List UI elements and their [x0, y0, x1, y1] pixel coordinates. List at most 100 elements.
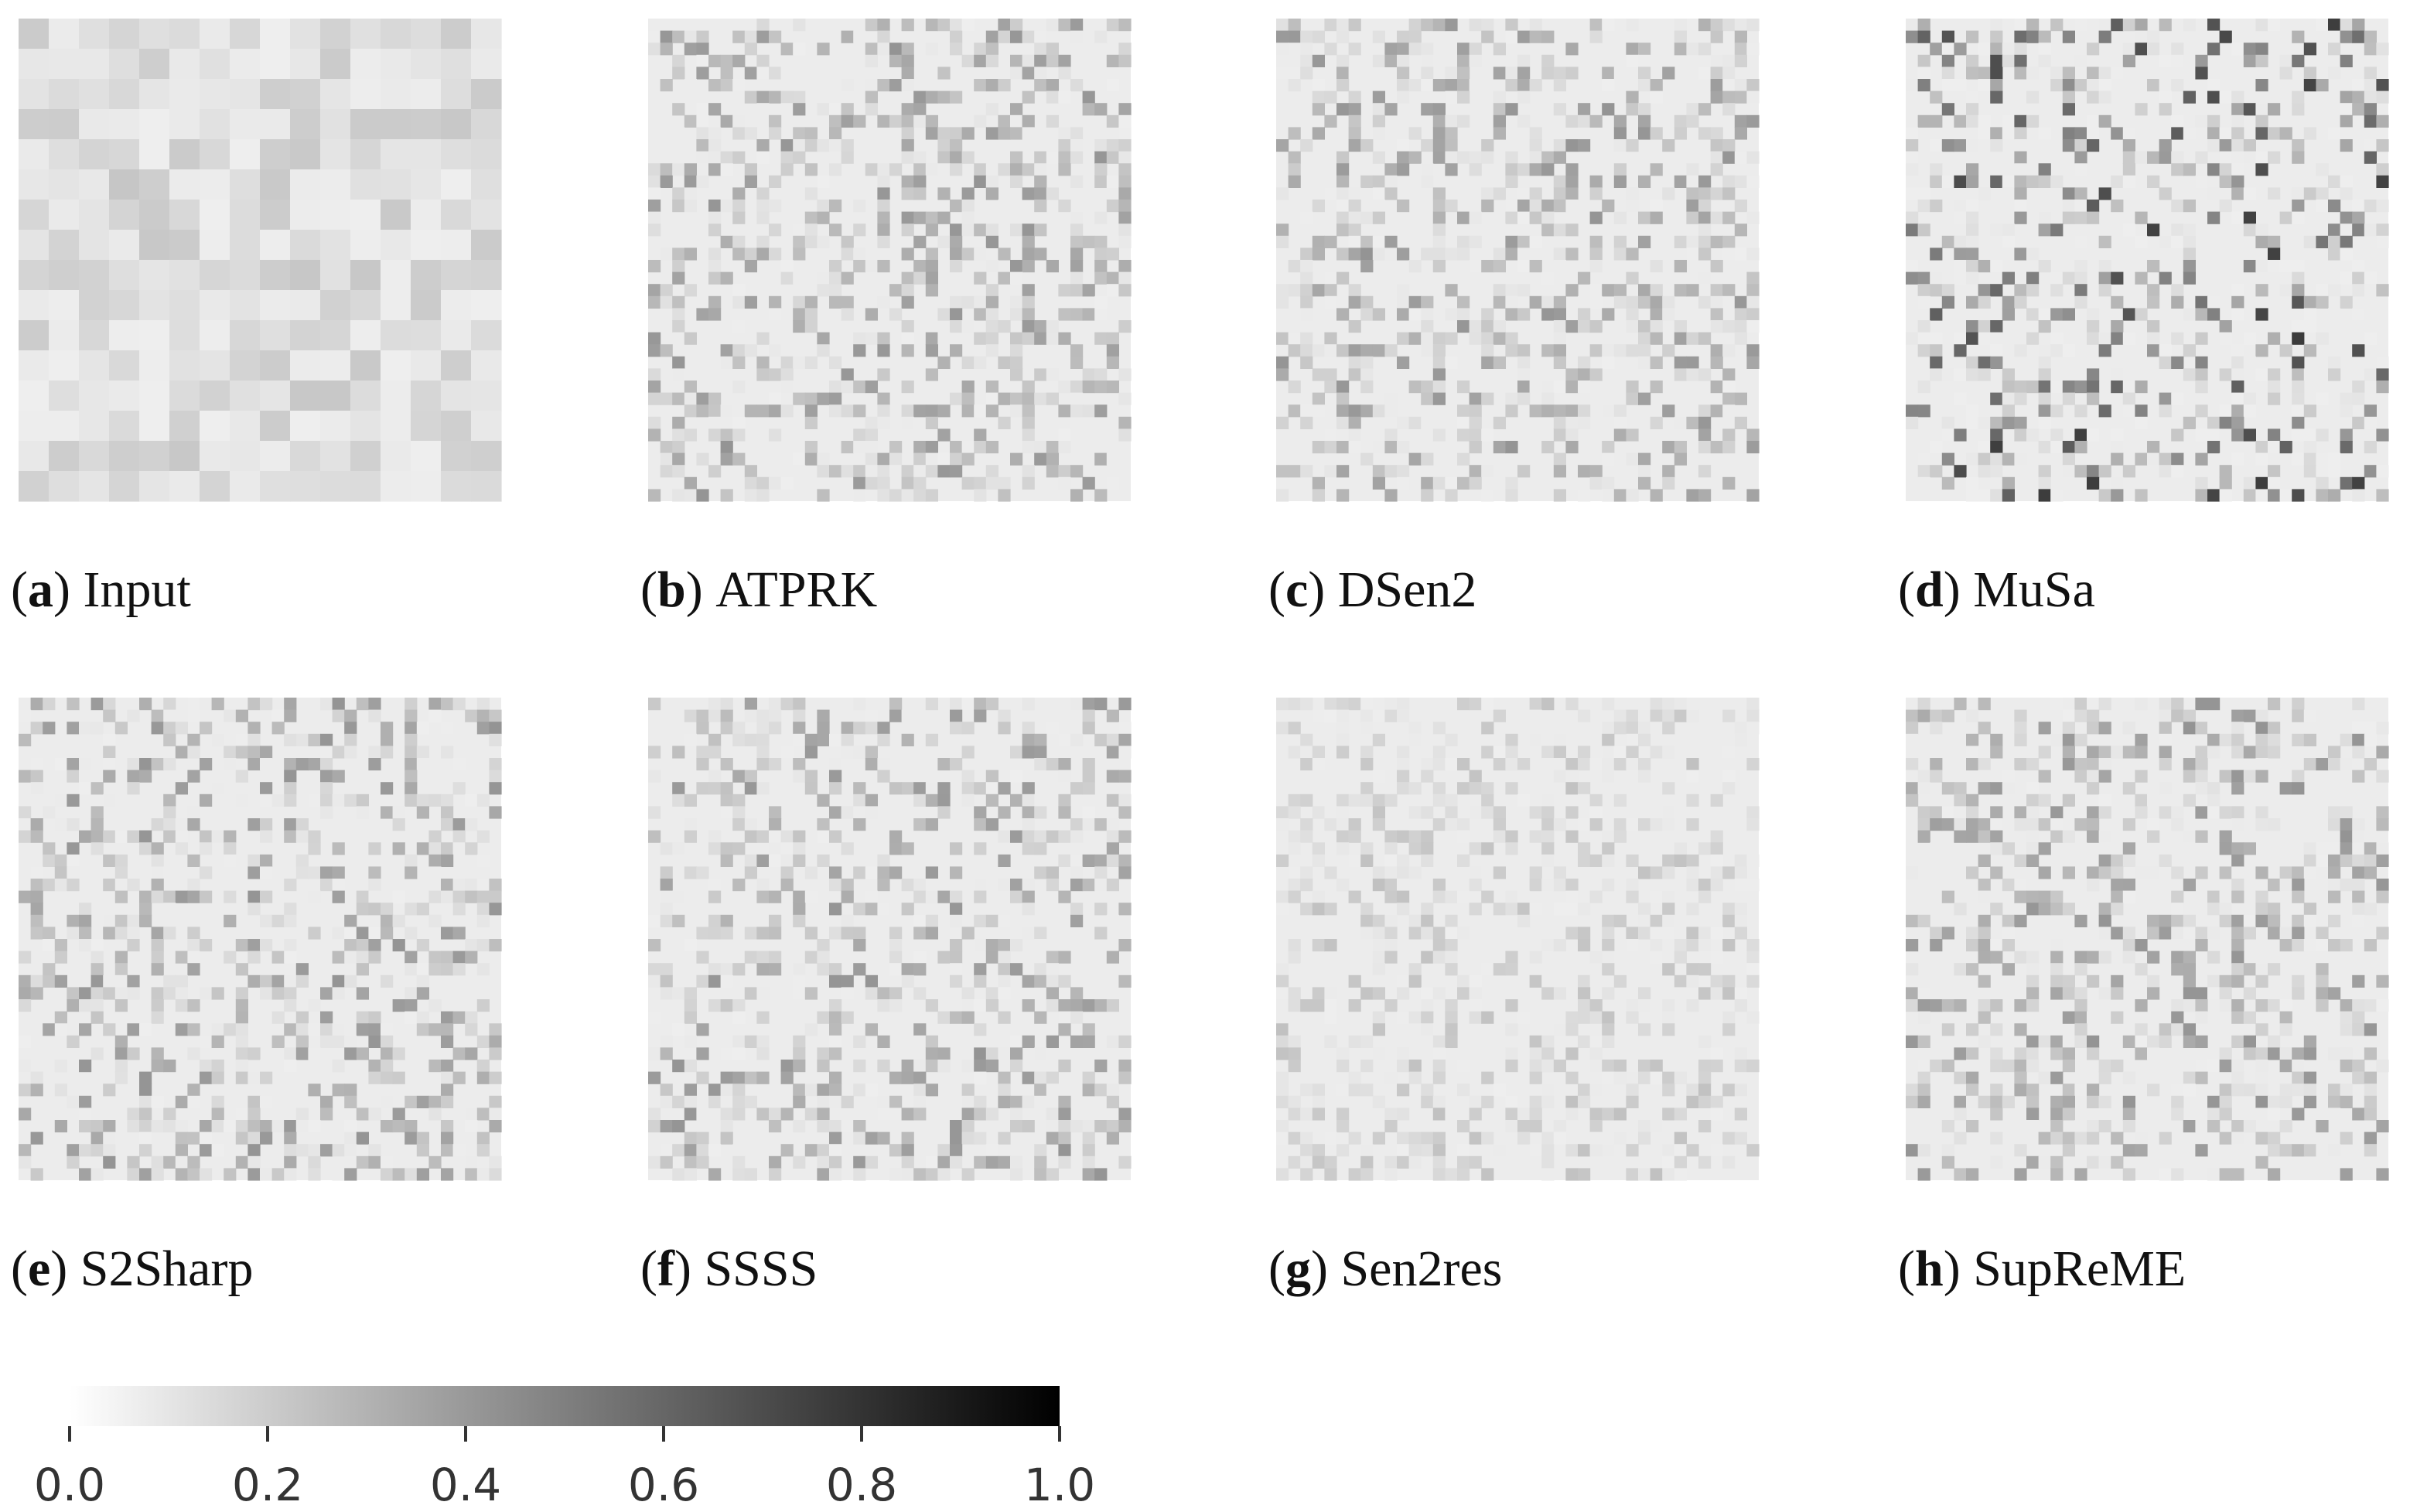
image-pixel	[2364, 866, 2377, 879]
image-pixel	[1505, 842, 1518, 855]
image-pixel	[1529, 1071, 1542, 1084]
image-pixel	[1966, 295, 1979, 309]
image-pixel	[1529, 733, 1542, 746]
image-pixel	[2352, 224, 2365, 237]
image-pixel	[732, 1011, 746, 1024]
image-pixel	[1746, 247, 1760, 261]
image-pixel	[1565, 1071, 1579, 1084]
image-pixel	[392, 1108, 405, 1121]
image-pixel	[744, 1095, 757, 1108]
image-pixel	[1022, 794, 1035, 807]
image-pixel	[2207, 733, 2221, 746]
image-pixel	[925, 1084, 938, 1097]
image-panel	[19, 698, 502, 1181]
image-pixel	[877, 476, 890, 490]
image-pixel	[841, 368, 854, 381]
image-pixel	[2111, 842, 2124, 855]
image-pixel	[769, 1120, 782, 1133]
image-pixel	[1469, 465, 1482, 478]
image-pixel	[660, 163, 673, 176]
image-pixel	[381, 381, 411, 411]
image-pixel	[1372, 927, 1385, 940]
image-pixel	[2111, 127, 2124, 140]
image-pixel	[320, 782, 333, 795]
image-pixel	[19, 1084, 32, 1097]
image-pixel	[1094, 927, 1108, 940]
image-pixel	[1517, 163, 1531, 176]
image-pixel	[1710, 879, 1723, 892]
image-pixel	[1626, 939, 1639, 952]
image-pixel	[793, 1035, 806, 1048]
image-pixel	[841, 890, 854, 903]
image-pixel	[2243, 914, 2256, 927]
image-pixel	[169, 350, 200, 381]
image-pixel	[756, 19, 770, 32]
image-pixel	[476, 999, 490, 1012]
image-pixel	[865, 428, 878, 442]
image-pixel	[2231, 818, 2244, 831]
image-pixel	[1360, 927, 1374, 940]
image-pixel	[2279, 284, 2292, 297]
image-pixel	[2183, 200, 2196, 213]
image-pixel	[1578, 1084, 1591, 1097]
image-pixel	[114, 963, 128, 976]
image-pixel	[1288, 1035, 1301, 1048]
image-pixel	[901, 1155, 914, 1169]
image-pixel	[974, 879, 987, 892]
image-pixel	[2087, 90, 2100, 104]
image-pixel	[1722, 235, 1736, 248]
image-pixel	[1674, 320, 1687, 333]
image-pixel	[1553, 987, 1566, 1000]
image-pixel	[43, 939, 56, 952]
image-pixel	[2219, 368, 2232, 381]
image-pixel	[780, 43, 794, 56]
image-pixel	[2255, 914, 2268, 927]
image-pixel	[985, 30, 998, 43]
image-pixel	[1421, 392, 1434, 405]
image-pixel	[441, 1144, 454, 1157]
image-pixel	[1710, 974, 1723, 988]
image-pixel	[1602, 308, 1615, 321]
image-pixel	[175, 1131, 188, 1145]
image-pixel	[247, 939, 261, 952]
image-pixel	[1445, 758, 1458, 771]
image-pixel	[1348, 854, 1361, 867]
image-pixel	[2087, 709, 2100, 722]
image-pixel	[1300, 54, 1313, 67]
image-pixel	[368, 951, 381, 964]
image-pixel	[937, 428, 951, 442]
image-pixel	[320, 806, 333, 819]
image-pixel	[2171, 79, 2184, 92]
image-pixel	[2087, 782, 2100, 795]
image-pixel	[756, 90, 770, 104]
image-pixel	[1917, 914, 1930, 927]
image-pixel	[684, 392, 697, 405]
image-pixel	[1276, 903, 1289, 916]
image-pixel	[1565, 830, 1579, 843]
image-pixel	[2195, 746, 2208, 759]
image-pixel	[1106, 344, 1119, 357]
image-pixel	[356, 890, 369, 903]
image-pixel	[901, 1108, 914, 1121]
image-pixel	[708, 139, 722, 152]
image-pixel	[708, 830, 722, 843]
image-pixel	[2050, 890, 2064, 903]
image-pixel	[2171, 818, 2184, 831]
image-pixel	[2038, 175, 2051, 188]
image-pixel	[1553, 746, 1566, 759]
image-pixel	[2376, 465, 2389, 478]
image-pixel	[2002, 452, 2015, 466]
image-pixel	[1930, 200, 1943, 213]
image-pixel	[2316, 163, 2329, 176]
image-pixel	[200, 794, 213, 807]
image-pixel	[2002, 770, 2015, 783]
image-pixel	[1300, 818, 1313, 831]
image-pixel	[2050, 939, 2064, 952]
caption-part: (	[1268, 1241, 1285, 1297]
image-pixel	[961, 356, 975, 369]
image-pixel	[1930, 441, 1943, 454]
image-pixel	[1312, 709, 1325, 722]
image-pixel	[1469, 866, 1482, 879]
image-pixel	[974, 782, 987, 795]
image-pixel	[30, 1084, 43, 1097]
